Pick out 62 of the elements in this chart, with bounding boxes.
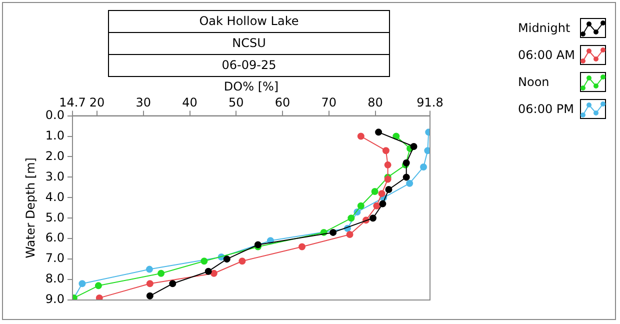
point [169, 280, 176, 288]
point [375, 128, 382, 136]
y-axis-title: Water Depth [m] [23, 158, 38, 258]
point [146, 266, 153, 273]
y-tick-label: 9.0 [45, 292, 64, 306]
text: Noon [518, 74, 550, 88]
y-tick-label: 8.0 [45, 272, 64, 286]
x-tick-label: 60 [274, 96, 290, 110]
x-tick-label: 50 [228, 96, 244, 110]
y-tick-label: 1.0 [45, 128, 64, 142]
text: 06-09-25 [108, 54, 390, 77]
point [410, 143, 418, 150]
point [384, 161, 392, 168]
x-tick-label: 30 [136, 96, 152, 110]
y-tick-label: 4.0 [45, 190, 64, 204]
legend-label: 06:00 AM [518, 48, 576, 62]
point [378, 190, 386, 198]
point [379, 200, 386, 208]
legend-label: 06:00 PM [518, 102, 575, 116]
y-tick-label: 5.0 [45, 210, 64, 224]
point [204, 268, 212, 275]
point [402, 174, 410, 181]
point [223, 256, 230, 263]
point [385, 186, 392, 193]
y-tick-label: 2.0 [45, 148, 64, 163]
point [78, 280, 86, 288]
point [406, 180, 414, 187]
point [200, 258, 208, 265]
x-tick-label: 80 [368, 96, 383, 110]
x-tick-label: 20 [89, 96, 105, 110]
point [373, 202, 380, 210]
point [298, 243, 306, 250]
point [146, 292, 154, 300]
y-tick-label: 6.0 [45, 230, 64, 245]
point [382, 147, 390, 154]
x-tick-label: 91.8 [416, 96, 444, 110]
chart-subtitle: NCSU [108, 32, 390, 55]
point [210, 270, 218, 277]
x-tick-label: 70 [321, 96, 337, 110]
y-tick-label: 3.0 [45, 169, 64, 184]
point [238, 258, 246, 265]
point [96, 294, 103, 300]
point [330, 228, 337, 236]
y-tick-label: 7.0 [45, 251, 64, 266]
point [158, 270, 165, 277]
point [371, 188, 378, 196]
point [392, 132, 400, 140]
point [424, 147, 430, 154]
point [346, 231, 354, 238]
legend-label: Midnight [518, 20, 572, 34]
point [348, 214, 355, 222]
point [357, 132, 364, 140]
x-tick-label: 40 [182, 96, 198, 110]
point [369, 214, 376, 222]
y-tick-label: 0.0 [45, 108, 64, 122]
point [146, 280, 154, 288]
x-tick-label: 14.7 [59, 96, 86, 110]
x-axis-title: DO% [%] [224, 79, 279, 94]
point [357, 202, 364, 210]
point [420, 163, 428, 170]
point [94, 282, 102, 290]
chart-title: Oak Hollow Lake [108, 10, 390, 33]
